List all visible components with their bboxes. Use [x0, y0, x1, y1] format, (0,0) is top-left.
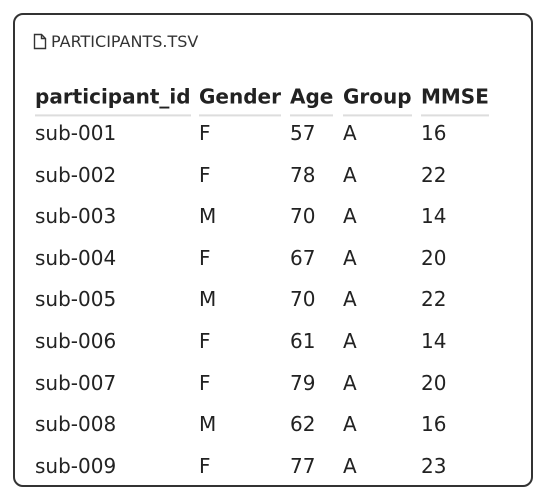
table-cell: 22 — [421, 162, 447, 187]
table-cell: sub-002 — [35, 162, 117, 187]
table-cell: A — [343, 370, 357, 395]
file-panel: PARTICIPANTS.TSV participant_id Gender Age… — [13, 13, 533, 487]
table-cell: 62 — [290, 412, 316, 437]
table-cell: A — [343, 453, 357, 478]
table-cell: 16 — [421, 412, 447, 437]
table-cell: sub-008 — [35, 412, 117, 437]
column-header: Group — [343, 82, 412, 117]
table-cell: 70 — [290, 204, 316, 229]
table-cell: 14 — [421, 329, 447, 353]
table-cell: F — [199, 370, 211, 395]
table-cell: A — [343, 287, 357, 312]
table-cell: 20 — [421, 245, 447, 270]
table-cell: A — [343, 412, 357, 437]
column-header: MMSE — [421, 82, 489, 117]
table-cell: sub-004 — [35, 245, 117, 270]
file-icon — [33, 33, 47, 50]
table-cell: A — [343, 245, 357, 270]
table-cell: 57 — [290, 121, 316, 145]
table-cell: F — [199, 329, 211, 353]
table-cell: 61 — [290, 329, 316, 353]
file-header: PARTICIPANTS.TSV — [33, 32, 198, 51]
file-name: PARTICIPANTS.TSV — [51, 32, 199, 51]
table-cell: 16 — [421, 121, 447, 145]
table-cell: sub-006 — [35, 329, 117, 353]
table-cell: M — [199, 287, 217, 312]
table-cell: 77 — [290, 453, 316, 478]
table-cell: 78 — [290, 162, 316, 187]
column-header: participant_id — [35, 82, 191, 117]
table-cell: 79 — [290, 370, 316, 395]
table-cell: 67 — [290, 245, 316, 270]
column-header: Age — [290, 82, 334, 117]
table-cell: 70 — [290, 287, 316, 312]
table-cell: A — [343, 162, 357, 187]
table-cell: F — [199, 245, 211, 270]
table-cell: A — [343, 329, 357, 353]
table-cell: F — [199, 162, 211, 187]
table-cell: sub-003 — [35, 204, 117, 229]
table-cell: F — [199, 453, 211, 478]
table-cell: sub-009 — [35, 453, 117, 478]
table-cell: 23 — [421, 453, 447, 478]
table-cell: 22 — [421, 287, 447, 312]
table-cell: sub-001 — [35, 121, 117, 145]
table-cell: sub-005 — [35, 287, 117, 312]
table-cell: 20 — [421, 370, 447, 395]
table-cell: A — [343, 204, 357, 229]
column-header: Gender — [199, 82, 281, 117]
table-cell: sub-007 — [35, 370, 117, 395]
table-cell: A — [343, 121, 357, 145]
table-cell: M — [199, 412, 217, 437]
table-cell: M — [199, 204, 217, 229]
table-cell: F — [199, 121, 211, 145]
table-cell: 14 — [421, 204, 447, 229]
